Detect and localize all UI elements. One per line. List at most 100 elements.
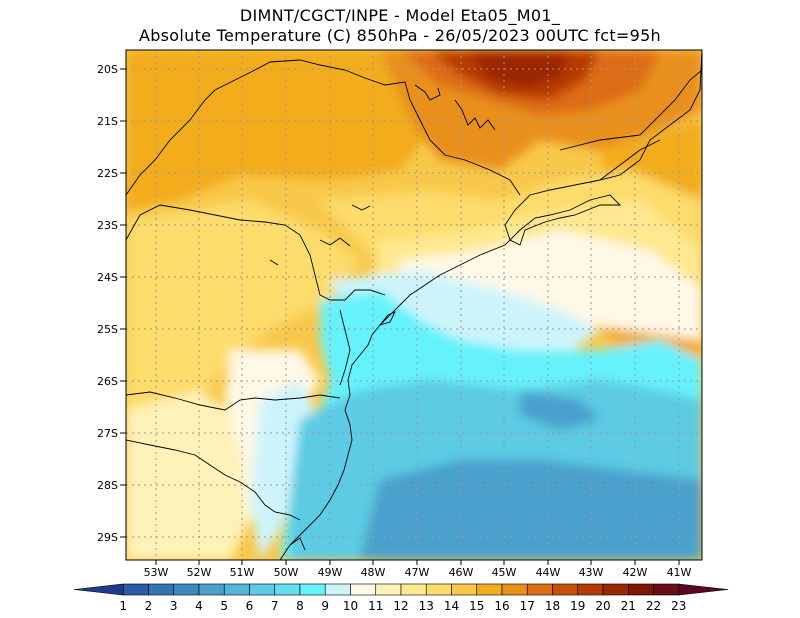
- lagoon-paranagua: [378, 311, 396, 326]
- lat-labels: 20S 21S 22S 23S 24S 25S 26S 27S 28S 29S: [97, 63, 118, 544]
- lon-label-44w: 44W: [536, 566, 561, 579]
- colorbar-label: 17: [520, 599, 535, 613]
- lon-label-51w: 51W: [230, 566, 255, 579]
- lon-label-52w: 52W: [187, 566, 212, 579]
- lon-label-45w: 45W: [492, 566, 517, 579]
- colorbar-label: 12: [393, 599, 408, 613]
- lat-label-21s: 21S: [97, 115, 118, 128]
- colorbar-label: 20: [595, 599, 610, 613]
- lat-label-23s: 23S: [97, 219, 118, 232]
- colorbar-swatch: [73, 583, 124, 596]
- colorbar-label: 7: [271, 599, 279, 613]
- colorbar-label: 5: [220, 599, 228, 613]
- colorbar-label: 6: [246, 599, 254, 613]
- field-yellow-w: [126, 200, 360, 410]
- lat-tick-marks: [120, 68, 126, 538]
- reservoir-3: [319, 237, 351, 247]
- colorbar-label: 15: [469, 599, 484, 613]
- colorbar-swatch: [122, 583, 149, 596]
- colorbar-label: 3: [170, 599, 178, 613]
- lat-label-28s: 28S: [97, 479, 118, 492]
- colorbar-label: 21: [621, 599, 636, 613]
- colorbar-swatch: [299, 583, 326, 596]
- lon-label-42w: 42W: [623, 566, 648, 579]
- lon-label-41w: 41W: [667, 566, 692, 579]
- colorbar-swatch: [198, 583, 225, 596]
- colorbar-label: 23: [671, 599, 686, 613]
- temperature-field: [126, 50, 702, 560]
- reservoir-2: [454, 99, 496, 131]
- lon-labels: 53W 52W 51W 50W 49W 48W 47W 46W 45W 44W …: [144, 566, 692, 579]
- colorbar-label: 4: [195, 599, 203, 613]
- colorbar-label: 9: [321, 599, 329, 613]
- colorbar-label: 8: [296, 599, 304, 613]
- lat-label-22s: 22S: [97, 167, 118, 180]
- colorbar-swatch: [350, 583, 377, 596]
- colorbar-swatch: [653, 583, 680, 596]
- lon-label-47w: 47W: [405, 566, 430, 579]
- field-blue-patch: [520, 390, 600, 430]
- colorbar-label: 18: [545, 599, 560, 613]
- border-pr-coast: [339, 309, 351, 386]
- reservoir-5: [269, 259, 279, 266]
- colorbar-swatch: [476, 583, 503, 596]
- border-ms-sp: [126, 59, 521, 196]
- colorbar-swatch: [173, 583, 200, 596]
- colorbar-swatch: [425, 583, 452, 596]
- lat-label-26s: 26S: [97, 375, 118, 388]
- colorbar-swatch: [375, 583, 402, 596]
- field-layers: [126, 50, 702, 560]
- colorbar-swatch: [526, 583, 553, 596]
- reservoir-4: [351, 204, 371, 211]
- lon-label-49w: 49W: [318, 566, 343, 579]
- colorbar-swatch: [602, 583, 629, 596]
- lat-label-29s: 29S: [97, 531, 118, 544]
- colorbar-swatch: [678, 583, 729, 596]
- colorbar-label: 11: [368, 599, 383, 613]
- chart-title-line1: DIMNT/CGCT/INPE - Model Eta05_M01_: [239, 6, 561, 25]
- colorbar-swatch: [223, 583, 250, 596]
- lon-label-50w: 50W: [274, 566, 299, 579]
- lat-label-24s: 24S: [97, 271, 118, 284]
- border-mg-rj: [559, 69, 702, 151]
- coastline: [279, 50, 702, 560]
- border-rj-mg: [599, 139, 661, 181]
- colorbar-swatch: [400, 583, 427, 596]
- colorbar-label: 22: [646, 599, 661, 613]
- field-blue-dark: [360, 460, 702, 560]
- lon-label-43w: 43W: [579, 566, 604, 579]
- lon-label-53w: 53W: [144, 566, 169, 579]
- colorbar-label: 13: [419, 599, 434, 613]
- colorbar-label: 2: [145, 599, 153, 613]
- colorbar-label: 14: [444, 599, 459, 613]
- colorbar-swatch: [324, 583, 351, 596]
- colorbar-label: 16: [494, 599, 509, 613]
- colorbar-swatch: [451, 583, 478, 596]
- lat-label-20s: 20S: [97, 63, 118, 76]
- colorbar-swatch: [274, 583, 301, 596]
- colorbar-swatch: [577, 583, 604, 596]
- lon-tick-marks: [155, 560, 680, 565]
- colorbar-label: 10: [343, 599, 358, 613]
- lagoon-patos: [289, 537, 306, 551]
- colorbar-swatch: [148, 583, 175, 596]
- colorbar: [73, 583, 729, 596]
- border-sc-rs: [126, 439, 301, 521]
- colorbar-swatch: [552, 583, 579, 596]
- lon-label-46w: 46W: [449, 566, 474, 579]
- border-pr-sp: [126, 204, 386, 301]
- chart-title-line2: Absolute Temperature (C) 850hPa - 26/05/…: [138, 26, 662, 45]
- colorbar-swatch: [501, 583, 528, 596]
- grid-lines: [126, 50, 702, 560]
- lat-label-27s: 27S: [97, 427, 118, 440]
- colorbar-label: 19: [570, 599, 585, 613]
- border-pr-sc: [126, 391, 341, 411]
- colorbar-swatch: [627, 583, 654, 596]
- colorbar-swatch: [249, 583, 276, 596]
- colorbar-label: 1: [119, 599, 127, 613]
- lat-label-25s: 25S: [97, 323, 118, 336]
- colorbar-labels: 1 2 3 4 5 6 7 8 9 10 11 12 13 14 15 16 17 18 19 20 21 22 23: [119, 599, 686, 613]
- reservoir-1: [414, 84, 441, 101]
- field-dark-brown: [470, 52, 570, 88]
